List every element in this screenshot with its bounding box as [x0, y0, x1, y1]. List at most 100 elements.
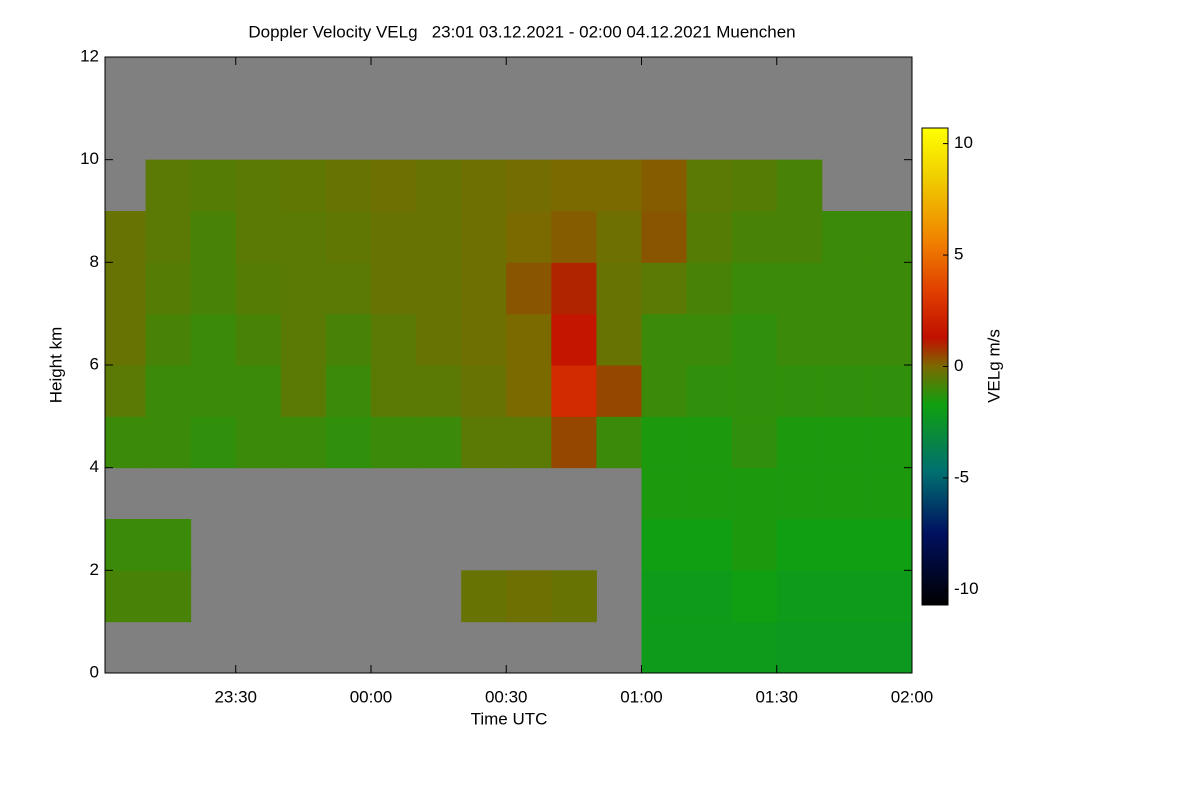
heatmap-cell	[776, 313, 823, 366]
heatmap-cell	[776, 416, 823, 469]
heatmap-cell	[821, 570, 868, 623]
heatmap-cell	[506, 211, 552, 263]
heatmap-cell	[686, 621, 733, 674]
heatmap-cell	[145, 211, 192, 263]
heatmap-cell	[506, 365, 552, 417]
heatmap-cell	[821, 211, 868, 263]
heatmap-cell	[821, 365, 868, 417]
heatmap-cell	[731, 211, 778, 263]
heatmap-cell	[280, 313, 327, 366]
heatmap-cell	[821, 416, 868, 469]
heatmap-cell	[596, 211, 642, 263]
heatmap-cell	[866, 365, 913, 417]
heatmap-cell	[461, 416, 507, 469]
heatmap-cell	[325, 211, 372, 263]
heatmap-cell	[551, 416, 597, 469]
heatmap-cell	[280, 262, 327, 315]
heatmap-cell	[235, 262, 282, 315]
heatmap-cell	[641, 262, 688, 315]
heatmap-cell	[506, 416, 552, 469]
x-tick-label: 01:00	[620, 687, 663, 706]
heatmap-cell	[731, 262, 778, 315]
heatmap-cell	[461, 570, 507, 623]
heatmap-cell	[145, 519, 192, 571]
heatmap-cell	[145, 262, 192, 315]
heatmap-cell	[641, 467, 688, 520]
heatmap-cell	[461, 262, 507, 315]
x-tick-label: 00:00	[350, 687, 393, 706]
heatmap-cell	[866, 467, 913, 520]
heatmap-cell	[416, 159, 462, 212]
heatmap-cell	[731, 416, 778, 469]
heatmap-cell	[145, 159, 192, 212]
heatmap-cell	[280, 365, 327, 417]
heatmap-cell	[280, 416, 327, 469]
heatmap-cell	[731, 519, 778, 571]
heatmap-cell	[105, 313, 147, 366]
heatmap-cell	[105, 519, 147, 571]
heatmap-cell	[416, 365, 462, 417]
heatmap-cell	[866, 313, 913, 366]
heatmap-cell	[105, 570, 147, 623]
heatmap-cell	[370, 159, 417, 212]
y-tick-label: 6	[90, 354, 99, 373]
heatmap-cell	[776, 262, 823, 315]
y-tick-label: 4	[90, 457, 99, 476]
heatmap-cell	[686, 467, 733, 520]
heatmap-cell	[866, 211, 913, 263]
heatmap-cell	[596, 365, 642, 417]
heatmap-cell	[105, 211, 147, 263]
heatmap-cell	[866, 262, 913, 315]
heatmap-cell	[190, 416, 237, 469]
heatmap-cell	[461, 159, 507, 212]
heatmap-cell	[416, 262, 462, 315]
heatmap-cell	[370, 416, 417, 469]
heatmap-cell	[641, 416, 688, 469]
heatmap-cell	[145, 313, 192, 366]
colorbar-label: VELg m/s	[984, 329, 1003, 403]
heatmap-cell	[596, 262, 642, 315]
heatmap-cell	[416, 313, 462, 366]
heatmap-cell	[596, 416, 642, 469]
heatmap-cell	[190, 313, 237, 366]
heatmap-cell	[596, 159, 642, 212]
heatmap-cell	[506, 159, 552, 212]
heatmap-cell	[821, 313, 868, 366]
heatmap-cell	[641, 365, 688, 417]
colorbar-tick-label: 5	[954, 245, 963, 264]
heatmap-cell	[776, 467, 823, 520]
x-tick-label: 02:00	[891, 687, 934, 706]
heatmap-cell	[686, 313, 733, 366]
heatmap-cell	[280, 159, 327, 212]
heatmap-cell	[370, 262, 417, 315]
heatmap-cell	[686, 519, 733, 571]
heatmap-cell	[731, 159, 778, 212]
colorbar-tick-label: 0	[954, 356, 963, 375]
heatmap-cell	[866, 416, 913, 469]
heatmap-cell	[776, 159, 823, 212]
heatmap-cell	[821, 467, 868, 520]
y-tick-label: 12	[80, 46, 99, 65]
heatmap-cell	[190, 211, 237, 263]
heatmap-cell	[641, 621, 688, 674]
heatmap-cell	[325, 159, 372, 212]
x-tick-label: 23:30	[214, 687, 257, 706]
heatmap-cell	[506, 262, 552, 315]
y-tick-label: 8	[90, 252, 99, 271]
heatmap-cell	[866, 519, 913, 571]
heatmap-cell	[461, 313, 507, 366]
heatmap-cell	[641, 519, 688, 571]
heatmap-cell	[551, 365, 597, 417]
heatmap-cell	[776, 365, 823, 417]
heatmap-cell	[551, 570, 597, 623]
heatmap-cell	[370, 365, 417, 417]
heatmap-cell	[776, 211, 823, 263]
heatmap-cell	[235, 159, 282, 212]
heatmap-cell	[235, 365, 282, 417]
heatmap-cell	[866, 621, 913, 674]
heatmap-cell	[105, 416, 147, 469]
x-axis-label: Time UTC	[471, 709, 548, 728]
y-tick-label: 0	[90, 662, 99, 681]
y-tick-label: 2	[90, 560, 99, 579]
